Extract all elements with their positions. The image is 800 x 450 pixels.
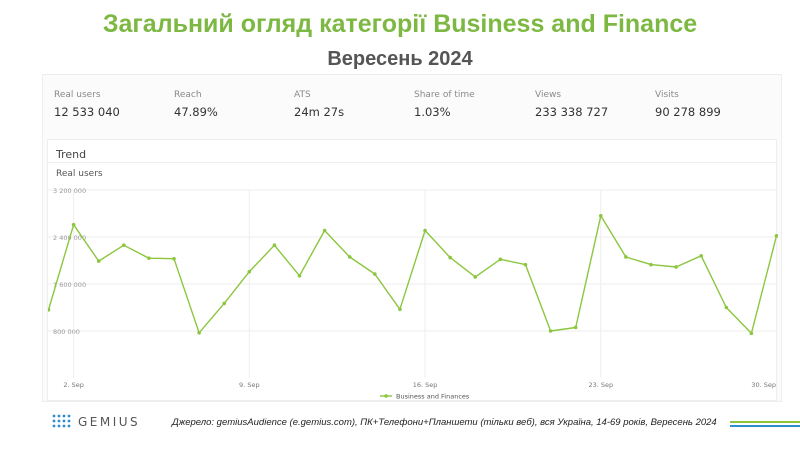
data-point xyxy=(347,255,352,259)
brand-name: GEMIUS xyxy=(78,415,141,429)
data-point xyxy=(473,275,478,279)
data-point xyxy=(247,269,252,274)
metric-ats: ATS 24m 27s xyxy=(294,90,344,119)
data-point xyxy=(423,228,427,233)
metric-value: 47.89% xyxy=(174,105,218,119)
logo-dot xyxy=(52,414,56,418)
data-point xyxy=(498,257,503,262)
data-point xyxy=(699,254,703,258)
data-point xyxy=(548,329,553,333)
decor-line-blue xyxy=(730,425,800,427)
logo-dot xyxy=(57,414,61,418)
x-tick-label: 2. Sep xyxy=(63,381,84,389)
series-line xyxy=(48,215,778,335)
series-title: Real users xyxy=(56,169,103,179)
logo-dot xyxy=(62,414,66,418)
data-point xyxy=(448,255,452,260)
y-tick-label: 3 200 000 xyxy=(53,187,86,195)
data-point xyxy=(523,262,528,267)
source-note: Джерело: gemiusAudience (e.gemius.com), … xyxy=(172,417,717,428)
metric-label: Views xyxy=(535,90,562,100)
metric-value: 1.03% xyxy=(414,105,451,119)
metric-value: 24m 27s xyxy=(294,105,345,119)
dashboard-panel: Real users 12 533 040 Reach 47.89% ATS 2… xyxy=(42,74,782,402)
metric-label: ATS xyxy=(294,90,311,100)
data-point xyxy=(573,325,578,330)
data-point xyxy=(197,330,201,335)
logo-dot xyxy=(57,419,61,423)
metric-label: Real users xyxy=(54,90,101,100)
data-point xyxy=(48,308,51,312)
data-point xyxy=(172,256,176,261)
y-tick-label: 1 600 000 xyxy=(53,281,86,289)
data-point xyxy=(373,272,377,276)
x-tick-label: 30. Sep xyxy=(751,381,776,389)
metric-label: Reach xyxy=(174,90,202,100)
logo-dot xyxy=(62,424,66,428)
data-point xyxy=(222,301,227,306)
logo-dot xyxy=(67,414,71,418)
data-point xyxy=(147,256,151,260)
y-tick-label: 800 000 xyxy=(53,328,80,336)
logo-dot xyxy=(67,419,71,423)
data-point xyxy=(749,331,754,336)
data-point xyxy=(774,234,778,238)
logo-dot xyxy=(67,424,71,428)
data-point xyxy=(598,214,603,218)
trend-title: Trend xyxy=(56,148,87,161)
data-point xyxy=(272,243,277,248)
legend-label: Business and Finances xyxy=(396,393,470,401)
metric-views: Views 233 338 727 xyxy=(535,90,608,119)
metric-label: Visits xyxy=(655,90,679,100)
metric-real-users: Real users 12 533 040 xyxy=(54,90,120,119)
x-tick-label: 23. Sep xyxy=(588,381,613,389)
data-point xyxy=(297,273,302,278)
metric-label: Share of time xyxy=(414,90,475,100)
data-point xyxy=(71,222,76,227)
logo-dot xyxy=(52,419,56,423)
metric-value: 233 338 727 xyxy=(535,105,609,119)
metric-reach: Reach 47.89% xyxy=(174,90,218,119)
legend-swatch-marker xyxy=(384,394,388,398)
x-tick-label: 16. Sep xyxy=(413,381,438,389)
gemius-logo-icon xyxy=(52,414,71,428)
metric-visits: Visits 90 278 899 xyxy=(655,90,721,119)
metric-share-of-time: Share of time 1.03% xyxy=(414,90,475,119)
metric-value: 12 533 040 xyxy=(54,105,120,119)
x-tick-label: 9. Sep xyxy=(239,381,260,389)
metric-value: 90 278 899 xyxy=(655,105,721,119)
data-point xyxy=(322,228,327,233)
divider xyxy=(48,162,776,163)
data-point xyxy=(724,305,729,310)
data-point xyxy=(649,262,653,267)
logo-dot xyxy=(62,419,66,423)
logo-dot xyxy=(52,424,56,428)
data-point xyxy=(624,255,628,259)
data-point xyxy=(122,243,126,248)
trend-card: Trend Real users 800 000 1 600 000 2 400 0… xyxy=(47,139,778,401)
decor-line-green xyxy=(730,421,800,423)
data-point xyxy=(674,265,678,269)
data-point xyxy=(398,307,402,312)
data-point xyxy=(96,259,101,263)
logo-dot xyxy=(57,424,61,428)
page-subtitle: Вересень 2024 xyxy=(327,48,473,70)
page-title: Загальний огляд категорії Business and F… xyxy=(102,10,698,38)
